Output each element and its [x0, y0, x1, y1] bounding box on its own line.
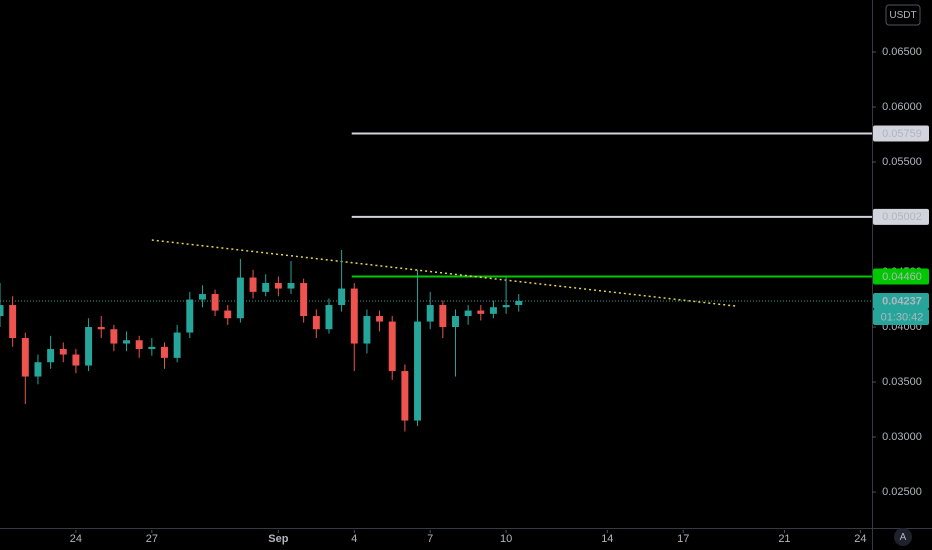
x-tick-label: 27: [146, 533, 158, 545]
x-tick-label: 24: [854, 533, 866, 545]
current-price-label: 0.04237: [882, 295, 922, 307]
candle-body: [85, 327, 93, 366]
candle-body: [464, 310, 472, 317]
price-label: 0.04460: [882, 271, 922, 283]
candle-body: [186, 299, 194, 333]
candle-body: [9, 305, 17, 339]
candle-body: [388, 321, 396, 372]
x-tick-label: 17: [677, 533, 689, 545]
candle-body: [515, 300, 523, 306]
candle-body: [401, 371, 409, 421]
candle-body: [173, 332, 181, 358]
candle-body: [376, 316, 384, 322]
currency-label[interactable]: USDT: [889, 10, 916, 21]
currency-box[interactable]: [885, 4, 921, 26]
candle-body: [477, 310, 485, 314]
current-price-box: [873, 292, 929, 309]
candle-body: [34, 362, 42, 377]
candle-body: [489, 307, 497, 314]
x-tick-label: 24: [70, 533, 82, 545]
candle-body: [59, 349, 67, 355]
x-tick-label: Sep: [268, 533, 288, 545]
candle-body: [262, 283, 270, 292]
candle-body: [312, 316, 320, 330]
candle-body: [300, 283, 308, 317]
candle-body: [72, 354, 80, 366]
candle-body: [249, 277, 257, 292]
price-label: 0.05759: [882, 128, 922, 140]
candle-body: [502, 305, 510, 308]
countdown-label: 01:30:42: [881, 311, 924, 323]
candle-body: [135, 340, 143, 350]
candle-body: [350, 288, 358, 344]
candle-body: [123, 340, 131, 344]
price-label-box: [873, 125, 929, 142]
candle-body: [236, 277, 244, 319]
candle-body: [452, 316, 459, 328]
auto-scale-label[interactable]: A: [900, 532, 907, 543]
y-tick-label: 0.06500: [882, 46, 922, 58]
price-label-box: [873, 208, 929, 225]
candle-body: [97, 327, 105, 330]
candle-body: [0, 305, 4, 317]
candle-body: [198, 294, 206, 300]
candle-body: [224, 310, 232, 319]
candle-body: [148, 346, 156, 350]
candle-body: [287, 283, 295, 289]
price-label: 0.05002: [882, 211, 922, 223]
x-tick-label: 14: [601, 533, 613, 545]
candle-body: [325, 305, 333, 330]
candle-body: [21, 338, 29, 377]
y-tick-label: 0.02500: [882, 486, 922, 498]
candle-body: [338, 288, 346, 306]
candle-body: [363, 316, 371, 344]
candle-body: [426, 305, 434, 322]
candle-body: [414, 321, 422, 421]
x-tick-label: 7: [427, 533, 433, 545]
x-tick-label: 21: [778, 533, 790, 545]
candle-body: [274, 283, 282, 289]
candle-body: [439, 305, 447, 328]
candle-body: [110, 329, 118, 344]
auto-scale-button[interactable]: [894, 528, 912, 546]
y-tick-label: 0.03500: [882, 376, 922, 388]
price-label-box: [873, 268, 929, 285]
y-tick-label: 0.05500: [882, 156, 922, 168]
x-tick-label: 10: [500, 533, 512, 545]
candle-body: [211, 294, 219, 311]
y-tick-label: 0.06000: [882, 101, 922, 113]
countdown-box: [873, 308, 929, 325]
y-tick-label: 0.03000: [882, 431, 922, 443]
candle-body: [161, 346, 168, 358]
x-tick-label: 4: [351, 533, 357, 545]
candle-body: [47, 349, 55, 363]
